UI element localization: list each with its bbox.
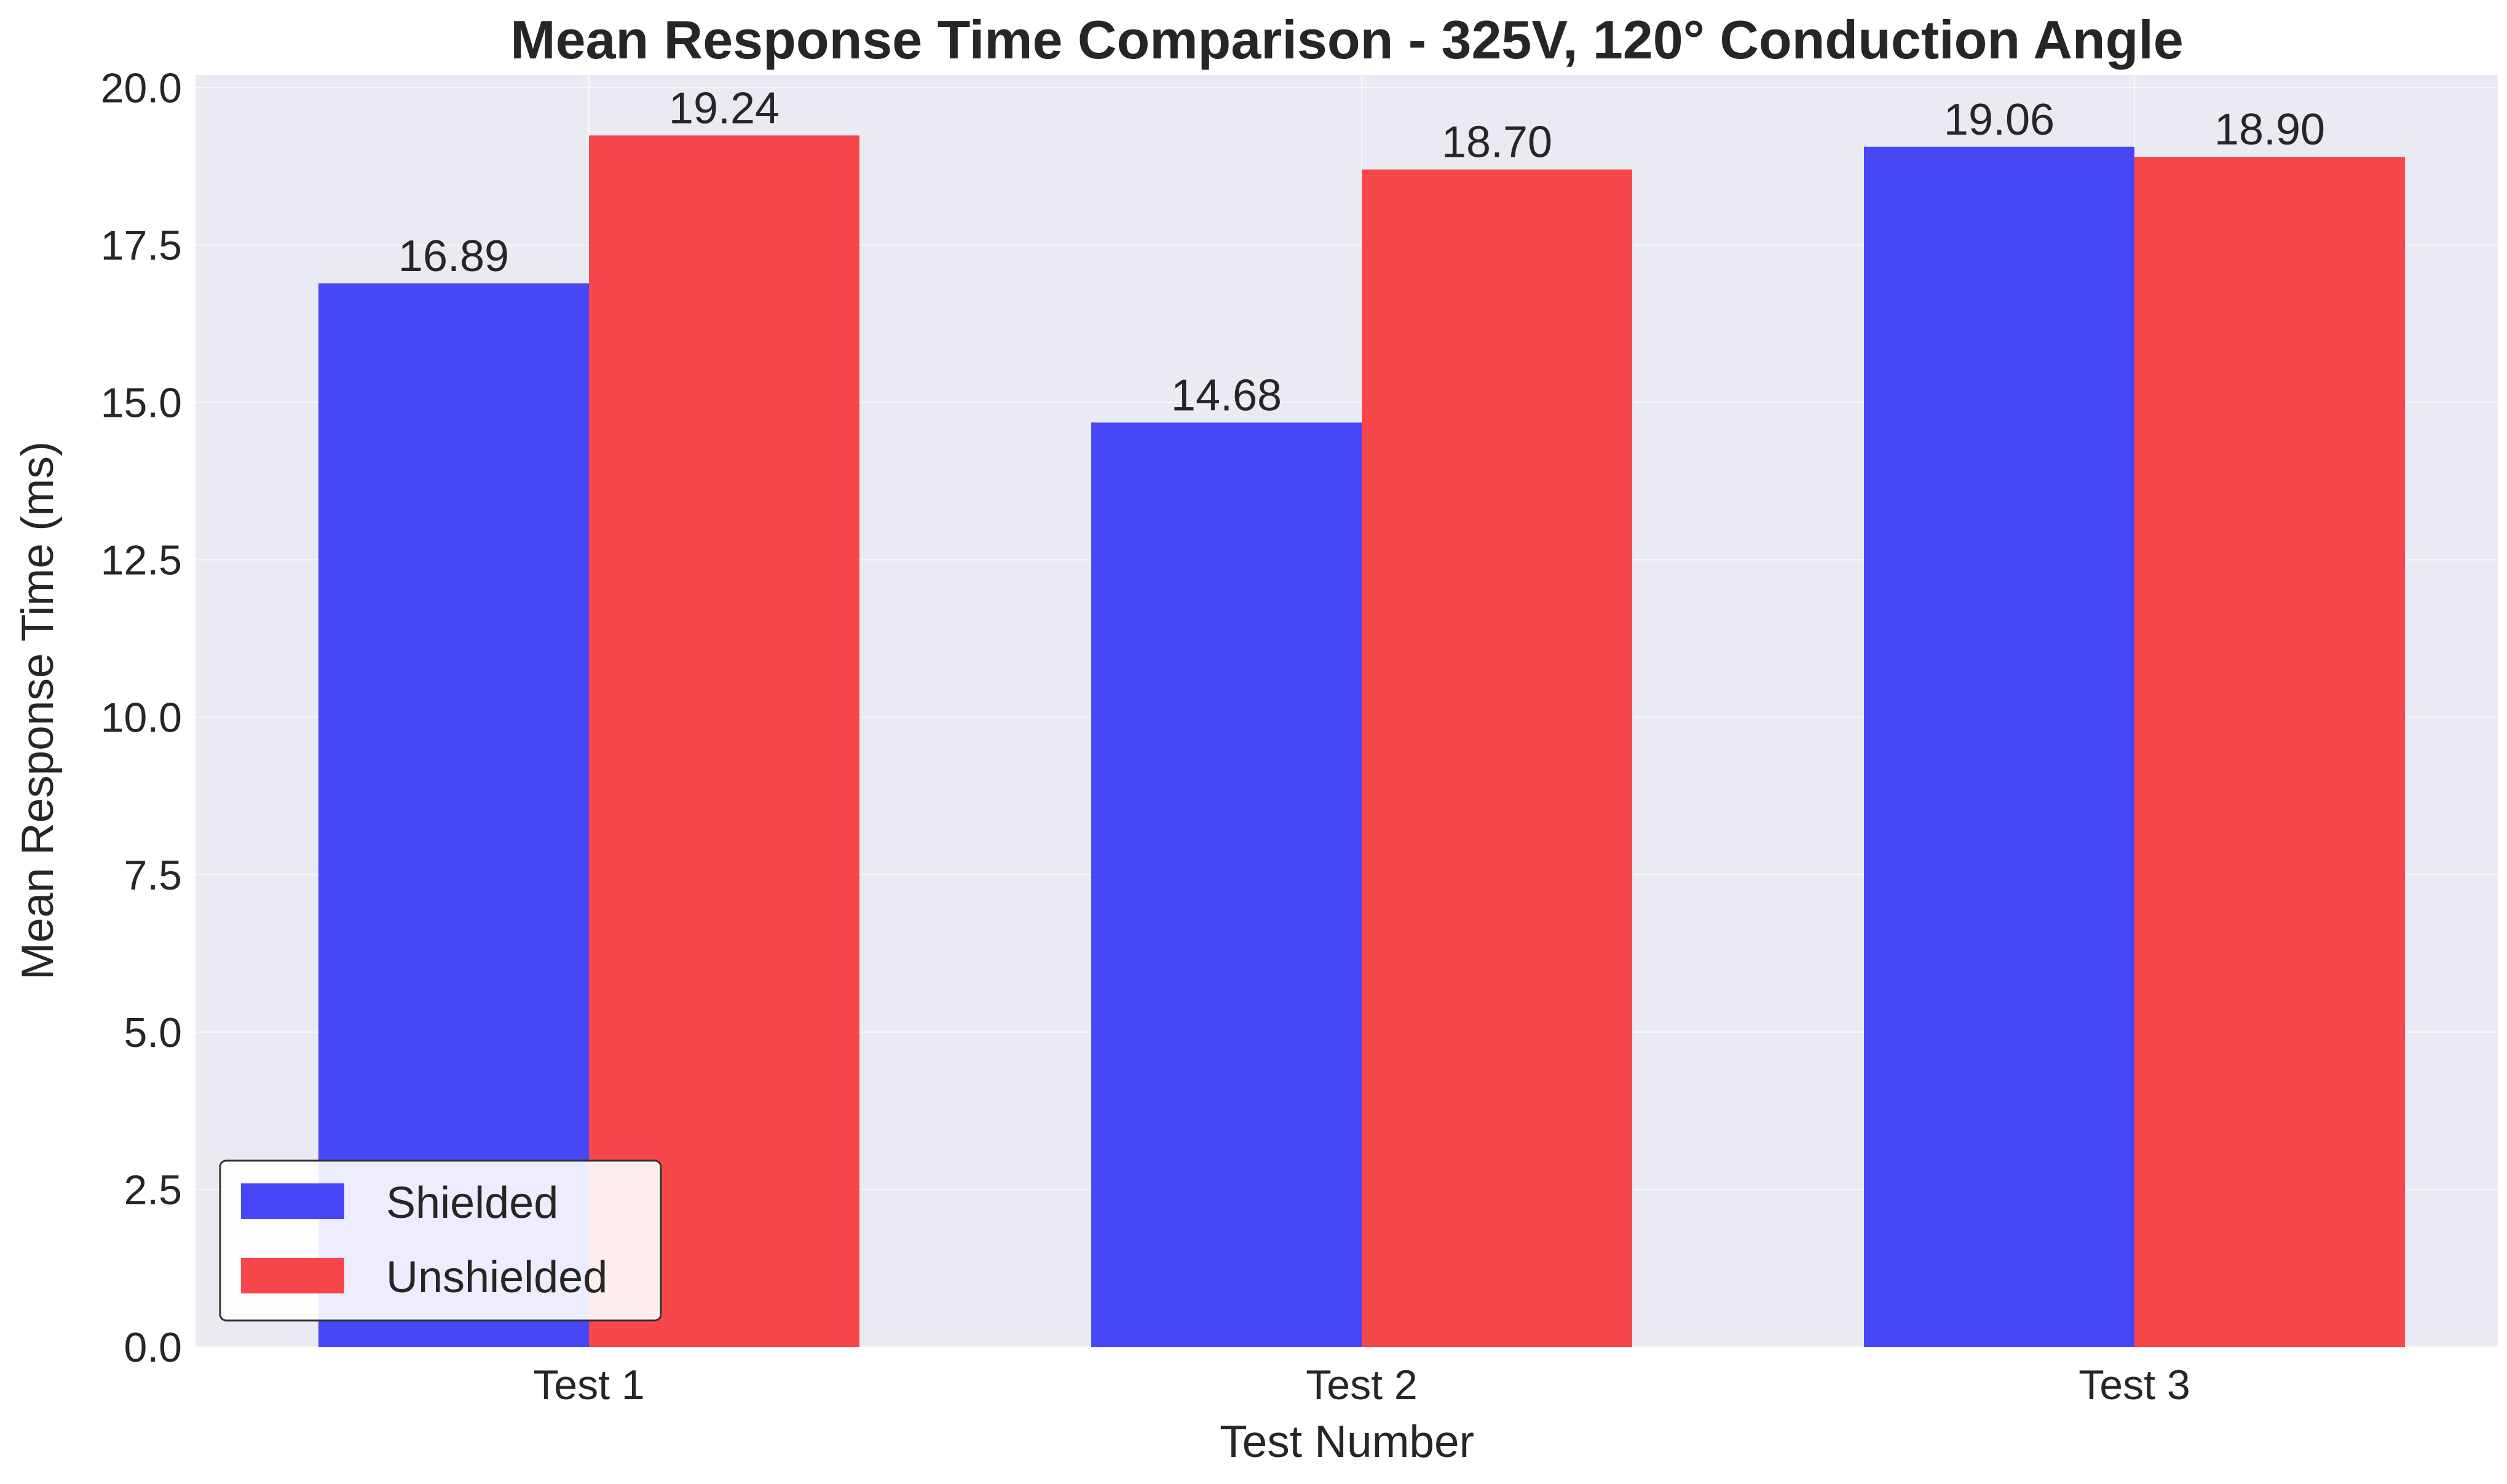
legend-label-shielded: Shielded bbox=[386, 1178, 558, 1228]
bar-value-label: 19.06 bbox=[1944, 95, 2055, 144]
bar-value-label: 14.68 bbox=[1171, 371, 1282, 420]
chart-title: Mean Response Time Comparison - 325V, 12… bbox=[510, 9, 2183, 70]
bar-unshielded-test-2 bbox=[1362, 169, 1632, 1347]
x-tick-labels: Test 1 Test 2 Test 3 bbox=[533, 1362, 2190, 1408]
y-axis-label: Mean Response Time (ms) bbox=[13, 441, 63, 980]
y-tick-label: 2.5 bbox=[124, 1167, 182, 1214]
y-tick-label: 10.0 bbox=[101, 695, 182, 741]
y-tick-label: 17.5 bbox=[101, 223, 182, 269]
legend-swatch-unshielded bbox=[241, 1258, 344, 1293]
x-axis-label: Test Number bbox=[1220, 1417, 1474, 1467]
y-tick-label: 12.5 bbox=[101, 537, 182, 584]
x-tick-label: Test 2 bbox=[1306, 1362, 1417, 1408]
bar-value-label: 16.89 bbox=[398, 232, 509, 281]
bar-value-label: 18.90 bbox=[2214, 105, 2325, 154]
bar-unshielded-test-1 bbox=[589, 135, 859, 1347]
bars-group bbox=[318, 135, 2405, 1348]
y-tick-label: 20.0 bbox=[101, 65, 182, 111]
x-tick-label: Test 1 bbox=[533, 1362, 644, 1408]
legend-swatch-shielded bbox=[241, 1183, 344, 1219]
legend-label-unshielded: Unshielded bbox=[386, 1253, 607, 1302]
bar-value-label: 19.24 bbox=[669, 84, 780, 133]
y-tick-label: 7.5 bbox=[124, 852, 182, 899]
legend: Shielded Unshielded bbox=[219, 1159, 662, 1322]
y-tick-labels: 0.0 2.5 5.0 7.5 10.0 12.5 15.0 17.5 20.0 bbox=[101, 65, 182, 1371]
data-labels-group: 16.89 14.68 19.06 19.24 18.70 18.90 bbox=[398, 84, 2325, 420]
bar-shielded-test-2 bbox=[1091, 422, 1362, 1347]
y-tick-label: 15.0 bbox=[101, 380, 182, 427]
bar-value-label: 18.70 bbox=[1442, 118, 1552, 167]
y-tick-label: 0.0 bbox=[124, 1324, 182, 1371]
y-tick-label: 5.0 bbox=[124, 1009, 182, 1056]
bar-shielded-test-3 bbox=[1864, 146, 2134, 1347]
x-tick-label: Test 3 bbox=[2079, 1362, 2190, 1408]
bar-unshielded-test-3 bbox=[2134, 157, 2405, 1348]
